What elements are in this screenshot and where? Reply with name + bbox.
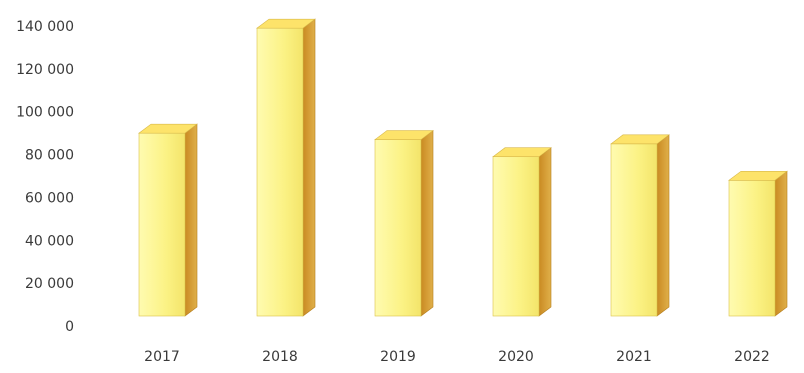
bar-side: [774, 170, 788, 317]
x-tick-label: 2022: [734, 349, 770, 365]
bar: [138, 123, 198, 317]
bar-front: [138, 132, 186, 317]
bar-side: [420, 129, 434, 317]
bar-top: [492, 147, 552, 158]
bar-top: [610, 134, 670, 145]
bar-side: [656, 134, 670, 317]
bar-top: [256, 18, 316, 29]
bar-front: [256, 27, 304, 317]
bar: [610, 134, 670, 317]
bar-top: [374, 130, 434, 140]
x-axis: 2017 2018 2019 2020 2021 2022: [144, 349, 770, 365]
y-axis: 0 20 000 40 000 60 000 80 000 100 000 120 000 1…: [16, 19, 74, 335]
bar: [374, 129, 434, 317]
y-tick-label: 100 000: [16, 105, 74, 121]
y-tick-label: 0: [65, 319, 74, 335]
bar-side: [302, 18, 316, 317]
y-tick-label: 120 000: [16, 62, 74, 78]
x-tick-label: 2019: [380, 349, 416, 365]
bar-top: [138, 123, 198, 134]
bar-front: [492, 156, 540, 317]
bar: [256, 18, 316, 317]
x-tick-label: 2018: [262, 349, 298, 365]
bar-front: [374, 139, 422, 317]
bar: [728, 170, 788, 317]
bars-group: [138, 18, 788, 317]
bar-front: [728, 179, 776, 317]
bar-side: [538, 147, 552, 317]
y-tick-label: 80 000: [25, 148, 74, 164]
bar-front: [610, 143, 658, 317]
y-tick-label: 40 000: [25, 233, 74, 249]
x-tick-label: 2020: [498, 349, 534, 365]
y-tick-label: 140 000: [16, 19, 74, 35]
x-tick-label: 2021: [616, 349, 652, 365]
y-tick-label: 20 000: [25, 276, 74, 292]
bar-side: [184, 123, 198, 317]
bar-top: [728, 170, 788, 181]
x-tick-label: 2017: [144, 349, 180, 365]
y-tick-label: 60 000: [25, 190, 74, 206]
bar: [492, 147, 552, 317]
